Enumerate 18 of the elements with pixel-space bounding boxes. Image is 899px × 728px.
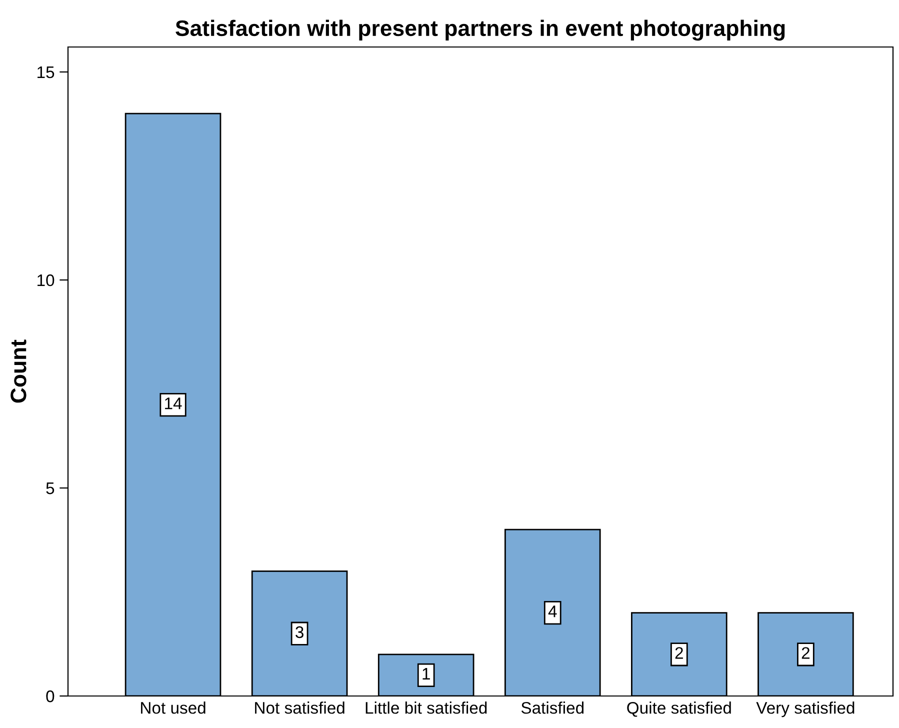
x-tick-label: Quite satisfied <box>627 702 731 717</box>
chart-title: Satisfaction with present partners in event photographing <box>176 20 785 41</box>
data-label: 3 <box>296 626 304 638</box>
data-label: 14 <box>165 398 182 410</box>
y-tick-label: 10 <box>38 274 54 286</box>
x-tick-label: Little bit satisfied <box>366 702 487 714</box>
y-tick-label: 5 <box>46 482 54 494</box>
x-tick-label: Not used <box>141 702 206 714</box>
x-tick-label: Not satisfied <box>255 702 344 714</box>
data-label: 1 <box>422 668 430 680</box>
x-tick-label: Very satisfied <box>756 702 854 718</box>
y-tick-label: 15 <box>38 66 54 78</box>
y-tick-label: 0 <box>46 690 54 702</box>
data-label: 2 <box>802 647 810 659</box>
data-label: 2 <box>675 647 683 659</box>
data-label: 4 <box>548 606 557 618</box>
y-axis-title: Count <box>10 340 26 403</box>
x-tick-label: Satisfied <box>521 702 584 714</box>
